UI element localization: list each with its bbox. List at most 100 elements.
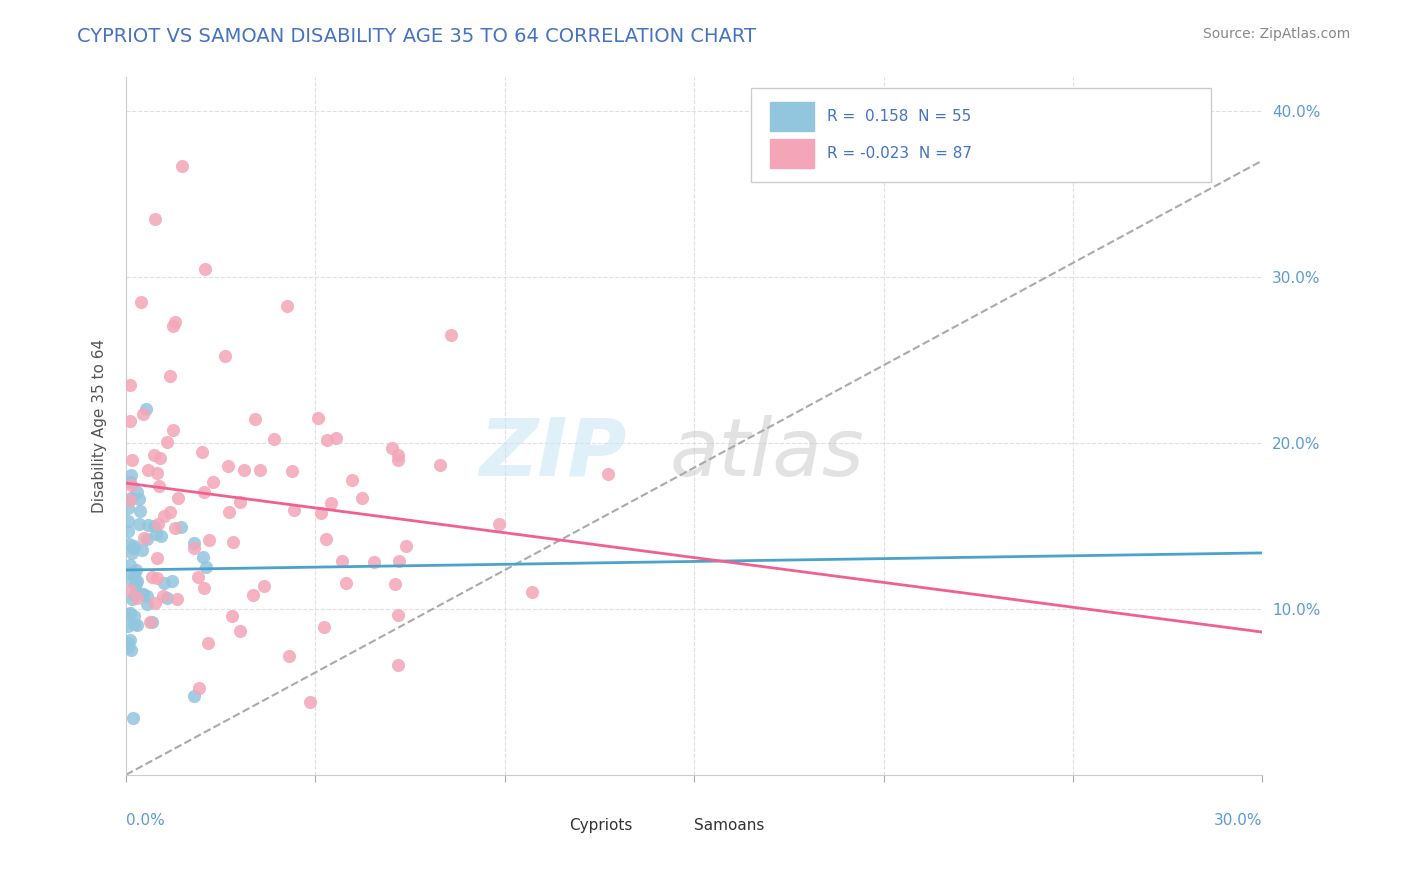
Point: [117, 607, 139, 621]
Point: [135, 597, 157, 611]
Point: [222, 534, 245, 549]
Point: [141, 570, 163, 584]
Point: [202, 475, 225, 490]
Point: [127, 574, 149, 588]
Point: [325, 431, 347, 445]
Point: [249, 463, 271, 477]
Point: [120, 558, 142, 573]
Point: [363, 555, 385, 569]
Point: [319, 496, 342, 510]
Point: [335, 575, 357, 590]
Point: [136, 463, 159, 477]
FancyBboxPatch shape: [751, 88, 1212, 182]
Point: [138, 615, 160, 629]
Point: [163, 521, 186, 535]
Point: [307, 411, 329, 425]
Point: [316, 433, 339, 447]
Point: [283, 503, 305, 517]
Point: [170, 159, 193, 173]
Point: [156, 591, 179, 605]
Point: [117, 635, 139, 649]
Point: [145, 526, 167, 541]
Point: [120, 491, 142, 505]
Point: [387, 608, 409, 623]
Point: [309, 506, 332, 520]
Text: 0.0%: 0.0%: [127, 814, 165, 828]
Point: [125, 591, 148, 606]
Point: [162, 319, 184, 334]
Point: [121, 591, 143, 606]
Point: [117, 619, 139, 633]
Point: [141, 615, 163, 629]
Point: [143, 448, 166, 462]
Point: [150, 529, 173, 543]
Point: [118, 632, 141, 647]
Point: [162, 423, 184, 437]
Point: [312, 620, 335, 634]
Point: [117, 514, 139, 528]
Point: [167, 491, 190, 505]
Point: [149, 450, 172, 465]
Text: atlas: atlas: [671, 415, 865, 493]
Text: R = -0.023  N = 87: R = -0.023 N = 87: [827, 146, 972, 161]
Point: [118, 493, 141, 508]
Point: [217, 459, 239, 474]
Point: [520, 585, 543, 599]
Point: [128, 491, 150, 506]
Point: [122, 711, 145, 725]
Point: [136, 517, 159, 532]
Point: [229, 624, 252, 639]
Point: [159, 505, 181, 519]
Point: [156, 434, 179, 449]
Point: [281, 464, 304, 478]
Point: [118, 537, 141, 551]
Point: [165, 315, 187, 329]
Point: [214, 349, 236, 363]
Point: [298, 695, 321, 709]
Point: [315, 532, 337, 546]
Point: [387, 657, 409, 672]
Point: [183, 541, 205, 555]
Point: [124, 579, 146, 593]
Point: [117, 640, 139, 655]
Point: [146, 467, 169, 481]
Point: [118, 566, 141, 581]
Point: [440, 327, 463, 342]
Point: [187, 570, 209, 584]
Point: [143, 518, 166, 533]
Point: [159, 369, 181, 384]
Point: [118, 475, 141, 489]
Point: [120, 377, 142, 392]
Bar: [770, 102, 814, 131]
Point: [169, 520, 191, 534]
Point: [148, 479, 170, 493]
Point: [129, 294, 152, 309]
Point: [152, 589, 174, 603]
Point: [117, 524, 139, 538]
Point: [128, 517, 150, 532]
Point: [243, 411, 266, 425]
Point: [381, 441, 404, 455]
Point: [122, 539, 145, 553]
Point: [118, 414, 141, 428]
Point: [395, 539, 418, 553]
Point: [153, 509, 176, 524]
Point: [488, 517, 510, 532]
Point: [131, 587, 153, 601]
Point: [132, 587, 155, 601]
Point: [384, 577, 406, 591]
Text: Samoans: Samoans: [695, 818, 765, 833]
Point: [121, 453, 143, 467]
Point: [125, 617, 148, 632]
Point: [132, 407, 155, 421]
Point: [146, 517, 169, 532]
Point: [125, 563, 148, 577]
Point: [143, 211, 166, 226]
Point: [120, 642, 142, 657]
Text: R =  0.158  N = 55: R = 0.158 N = 55: [827, 109, 972, 124]
Point: [121, 546, 143, 560]
Point: [276, 299, 298, 313]
Text: Cypriots: Cypriots: [569, 818, 633, 833]
Bar: [770, 139, 814, 168]
Y-axis label: Disability Age 35 to 64: Disability Age 35 to 64: [93, 339, 107, 513]
